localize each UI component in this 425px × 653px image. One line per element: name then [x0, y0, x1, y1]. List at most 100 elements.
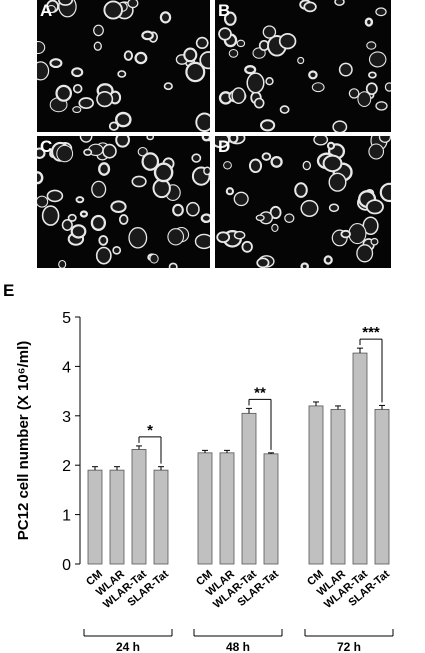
- cell-shape: [225, 187, 235, 196]
- panel-label-b: B: [218, 1, 231, 20]
- cell-shape: [260, 119, 276, 132]
- cell-shape: [375, 7, 387, 17]
- cell-shape: [159, 11, 172, 24]
- micrograph-panel-d: D: [215, 136, 391, 268]
- cell-shape: [93, 41, 102, 51]
- cell-shape: [236, 39, 246, 48]
- panel-label-a: A: [40, 1, 53, 20]
- cell-shape: [246, 72, 265, 94]
- cell-shape: [55, 84, 72, 102]
- cell-shape: [141, 30, 154, 41]
- cell-shape: [228, 136, 239, 144]
- cell-shape: [78, 97, 94, 110]
- cell-shape: [378, 136, 391, 143]
- cell-shape: [323, 255, 333, 265]
- y-tick-label: 2: [62, 458, 71, 475]
- cell-shape: [375, 101, 388, 111]
- cell-shape: [244, 65, 257, 75]
- cell-shape: [364, 17, 374, 27]
- cell-shape: [98, 162, 111, 176]
- cell-shape: [265, 77, 274, 86]
- cell-shape: [46, 189, 64, 203]
- cell-shape: [297, 56, 305, 65]
- cell-shape: [365, 82, 378, 96]
- cell-shape: [137, 146, 148, 157]
- cell-shape: [328, 172, 347, 192]
- cell-shape: [348, 88, 360, 99]
- cell-shape: [112, 246, 122, 255]
- micrograph-cells: [215, 136, 391, 268]
- cell-shape: [368, 51, 387, 68]
- cell-shape: [218, 27, 232, 41]
- cell-shape: [37, 171, 44, 185]
- cell-shape: [117, 70, 127, 78]
- bar: [241, 412, 257, 565]
- cell-shape: [255, 214, 265, 222]
- cell-shape: [279, 105, 290, 114]
- micrograph-cells: [37, 136, 210, 268]
- cell-shape: [261, 152, 272, 161]
- cell-shape: [79, 210, 89, 218]
- cell-shape: [167, 228, 185, 246]
- cell-shape: [127, 0, 139, 9]
- cell-shape: [300, 262, 309, 268]
- cell-shape: [270, 155, 283, 168]
- micrograph-panel-b: B: [215, 0, 391, 132]
- bar: [352, 352, 368, 565]
- bar: [197, 452, 213, 565]
- cell-shape: [172, 203, 184, 217]
- cell-shape: [61, 219, 73, 231]
- bar: [263, 453, 279, 565]
- cell-shape: [366, 41, 377, 50]
- significance-label: ***: [362, 324, 380, 341]
- cell-shape: [90, 214, 107, 231]
- cell-shape: [223, 161, 232, 170]
- cell-shape: [379, 182, 391, 203]
- cell-shape: [357, 91, 372, 107]
- cell-shape: [186, 201, 200, 217]
- cell-shape: [71, 67, 84, 78]
- cell-shape: [46, 5, 56, 13]
- bar: [131, 448, 147, 565]
- cell-shape: [56, 144, 74, 163]
- cell-shape: [340, 229, 351, 239]
- y-tick-label: 1: [62, 508, 71, 525]
- cell-shape: [370, 237, 379, 246]
- cell-shape: [37, 147, 46, 159]
- group-label: 48 h: [226, 640, 250, 653]
- micrograph-panel-c: C: [37, 136, 210, 268]
- cell-shape: [322, 154, 343, 173]
- cell-shape: [228, 49, 239, 58]
- cell-shape: [303, 1, 317, 13]
- significance-label: *: [147, 422, 153, 439]
- cell-shape: [134, 51, 148, 65]
- cell-shape: [152, 178, 171, 199]
- y-tick-label: 3: [62, 409, 71, 426]
- cell-shape: [256, 257, 270, 268]
- bar: [308, 405, 324, 565]
- cell-shape: [146, 136, 154, 141]
- cell-shape: [302, 160, 312, 171]
- cell-shape: [110, 200, 127, 213]
- bar: [109, 469, 125, 565]
- cell-shape: [123, 50, 134, 61]
- cell-shape: [108, 121, 119, 131]
- cell-shape: [118, 214, 129, 225]
- y-tick-label: 5: [62, 310, 71, 327]
- cell-shape: [153, 162, 174, 183]
- cell-shape: [103, 0, 123, 20]
- cell-shape: [278, 33, 297, 50]
- cell-shape: [75, 196, 85, 204]
- cell-shape: [163, 82, 173, 91]
- cell-shape: [231, 87, 246, 105]
- cell-shape: [195, 112, 210, 132]
- cell-shape: [326, 141, 336, 150]
- group-label: 24 h: [116, 640, 140, 653]
- cell-shape: [203, 166, 210, 176]
- cell-shape: [200, 213, 210, 224]
- y-axis-label: PC12 cell number (X 10⁶/ml): [15, 341, 32, 540]
- cell-shape: [313, 136, 329, 146]
- cell-shape: [37, 61, 50, 81]
- cell-shape: [195, 36, 209, 50]
- micrograph-cells: [218, 0, 391, 132]
